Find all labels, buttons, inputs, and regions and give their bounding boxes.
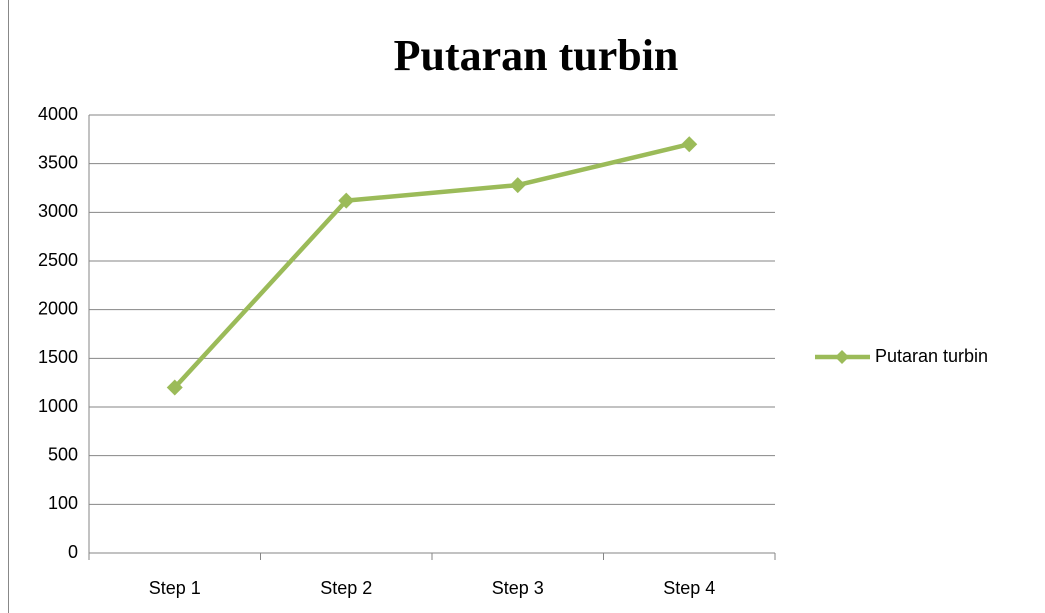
data-point xyxy=(166,379,183,396)
x-tick-label: Step 4 xyxy=(663,578,715,598)
y-tick-label: 0 xyxy=(68,542,78,562)
y-tick-label: 1500 xyxy=(38,347,78,367)
data-point xyxy=(509,177,526,194)
y-tick-label: 500 xyxy=(48,444,78,464)
data-point xyxy=(681,136,698,153)
x-tick-label: Step 2 xyxy=(320,578,372,598)
y-tick-label: 3000 xyxy=(38,201,78,221)
chart-title: Putaran turbin xyxy=(394,31,679,80)
x-tick-label: Step 3 xyxy=(492,578,544,598)
y-tick-label: 3500 xyxy=(38,152,78,172)
data-point xyxy=(338,192,355,209)
y-tick-label: 100 xyxy=(48,493,78,513)
y-tick-label: 2500 xyxy=(38,250,78,270)
y-tick-label: 4000 xyxy=(38,104,78,124)
y-tick-label: 1000 xyxy=(38,396,78,416)
legend-label: Putaran turbin xyxy=(875,346,988,366)
legend-marker xyxy=(835,350,849,364)
x-tick-label: Step 1 xyxy=(149,578,201,598)
y-tick-label: 2000 xyxy=(38,298,78,318)
series-line xyxy=(173,142,690,390)
